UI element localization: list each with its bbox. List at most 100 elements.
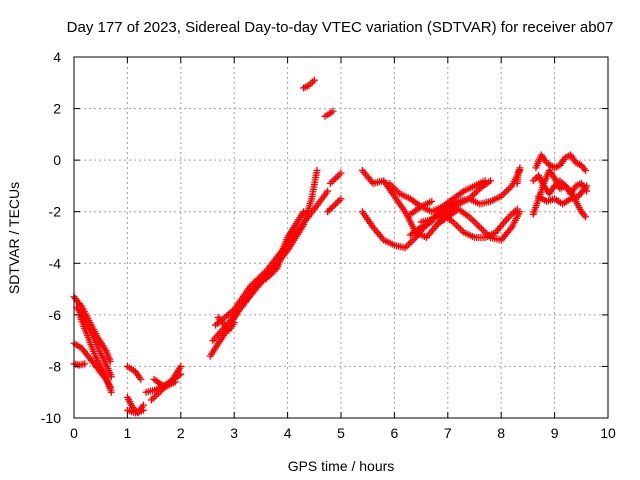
y-tick-label: -8 [49,358,62,374]
data-point-marker [516,208,524,216]
series-track-27 [406,197,436,218]
data-point-marker [406,239,414,247]
data-point-marker [335,197,343,205]
data-point-marker [476,223,484,231]
x-tick-label: 0 [70,425,78,441]
data-point-marker [478,225,486,233]
series-track-24 [417,205,521,241]
data-point-marker [552,163,560,171]
series-track-10 [147,362,185,404]
series-track-20 [324,195,345,216]
data-point-marker [330,176,338,184]
x-axis-label: GPS time / hours [288,458,395,474]
data-point-marker [328,203,336,211]
data-point-marker [453,221,461,229]
data-point-marker [330,202,338,210]
axis-ticks: 0 1 2 3 4 5 6 7 8 9 10 -10 -8 -6 -4 -2 0 2 4 [41,49,616,441]
data-point-marker [327,205,335,213]
data-point-marker [428,218,436,226]
y-tick-label: 2 [53,101,61,117]
x-tick-label: 4 [284,425,292,441]
data-point-marker [428,197,436,205]
series-track-19 [326,169,345,187]
data-point-marker [472,188,480,196]
data-point-marker [516,164,524,172]
data-point-marker [107,388,115,396]
y-tick-label: -10 [41,410,61,426]
data-point-marker [582,213,590,221]
series-track-11 [150,375,179,391]
series-track-17 [300,76,318,92]
data-point-marker [325,206,333,214]
x-tick-label: 8 [497,425,505,441]
x-tick-label: 9 [551,425,559,441]
data-point-marker [469,191,477,199]
data-markers [70,76,591,417]
series-track-25 [433,205,524,244]
y-axis-label: SDTVAR / TECUs [6,182,22,294]
data-point-marker [300,208,308,216]
chart-title: Day 177 of 2023, Sidereal Day-to-day VTE… [67,19,614,36]
data-point-marker [337,195,345,203]
data-point-marker [529,177,537,185]
data-point-marker [454,223,462,231]
data-point-marker [333,198,341,206]
data-point-marker [332,174,340,182]
series-track-8 [123,362,145,383]
data-point-marker [106,357,114,365]
x-tick-label: 6 [391,425,399,441]
y-tick-label: -4 [49,255,62,271]
series-track-26 [406,218,436,239]
series-track-16 [262,239,292,283]
data-point-marker [472,220,480,228]
data-point-marker [310,76,318,84]
data-point-marker [469,216,477,224]
data-point-marker [501,189,509,197]
data-point-marker [313,166,321,174]
y-tick-label: -6 [49,307,62,323]
data-point-marker [582,166,590,174]
y-tick-label: -2 [49,204,62,220]
data-point-marker [474,221,482,229]
data-point-marker [481,177,489,185]
series-track-14 [212,187,332,329]
series-track-32 [513,164,524,187]
grid-lines [74,57,608,418]
data-point-marker [106,383,114,391]
data-point-marker [301,83,309,91]
x-tick-label: 3 [230,425,238,441]
data-point-marker [137,375,145,383]
series-track-15 [214,313,238,334]
data-point-marker [149,394,157,402]
data-point-marker [324,208,332,216]
data-point-marker [328,178,336,186]
data-point-marker [479,227,487,235]
data-point-marker [329,107,337,115]
data-point-marker [456,225,464,233]
data-point-marker [333,172,341,180]
x-tick-label: 10 [600,425,616,441]
data-point-marker [177,362,185,370]
x-tick-label: 1 [124,425,132,441]
data-point-marker [139,406,147,414]
series-track-5 [70,360,89,369]
data-point-marker [171,378,179,386]
y-tick-label: 4 [53,49,61,65]
data-point-marker [324,187,332,195]
series-track-18 [321,107,337,120]
data-point-marker [471,218,478,226]
data-point-marker [147,396,155,404]
data-point-marker [408,237,416,245]
x-tick-label: 7 [444,425,452,441]
data-point-marker [335,171,343,179]
data-point-marker [504,214,512,222]
y-tick-label: 0 [53,152,61,168]
data-point-marker [107,373,115,381]
series-track-29 [532,151,590,174]
data-point-marker [326,179,334,187]
x-tick-label: 5 [337,425,345,441]
data-point-marker [504,185,512,193]
data-point-marker [506,212,514,220]
data-point-marker [583,182,591,190]
